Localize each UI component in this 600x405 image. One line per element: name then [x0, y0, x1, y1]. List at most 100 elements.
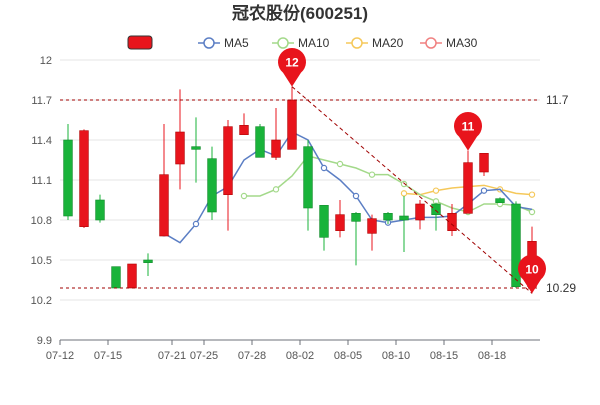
y-tick-label: 11.4	[31, 135, 52, 147]
ma20-point	[528, 191, 536, 198]
reference-lines: 11.7 10.29	[60, 86, 576, 295]
candle	[207, 146, 217, 220]
x-tick-label: 07-25	[190, 350, 218, 362]
ma10-line	[244, 155, 533, 213]
candle	[255, 124, 265, 158]
ma5-point	[352, 192, 360, 200]
ma10-point	[368, 171, 376, 178]
x-tick-label: 08-02	[286, 350, 314, 362]
candle	[111, 266, 121, 289]
candle	[399, 196, 409, 252]
legend-swatch-marker	[277, 37, 289, 49]
candle-body	[63, 139, 73, 217]
candle-body	[383, 213, 393, 221]
candle	[303, 140, 313, 231]
y-tick-label: 10.2	[31, 295, 52, 307]
pin-label: 11	[462, 120, 475, 134]
x-tick-label: 07-12	[46, 350, 74, 362]
chart-title: 冠农股份(600251)	[232, 3, 368, 23]
legend-label: MA5	[224, 36, 249, 50]
candle	[63, 124, 73, 220]
reference-label: 10.29	[546, 281, 576, 295]
pin-marker	[454, 111, 483, 151]
candle-body	[415, 203, 425, 221]
ma20-point	[432, 187, 440, 194]
x-axis: 07-12 07-15 07-21 07-25 07-28 08-02 08-05 08-10…	[46, 339, 540, 362]
legend-swatch-marker	[351, 37, 363, 49]
candle-body	[399, 215, 409, 221]
ma5-point	[192, 220, 200, 228]
candle-body	[191, 146, 201, 150]
y-tick-label: 10.8	[31, 215, 52, 227]
x-tick-label: 08-18	[478, 350, 506, 362]
candle-body	[431, 203, 441, 215]
pin-marker	[518, 254, 546, 294]
candle-body	[95, 199, 105, 221]
x-tick-label: 08-05	[334, 350, 362, 362]
candle-body	[143, 259, 153, 263]
candle	[383, 212, 393, 224]
candle	[431, 202, 441, 231]
candle	[175, 89, 185, 190]
ma5-line	[163, 131, 533, 244]
candle	[159, 124, 169, 237]
candle	[223, 120, 233, 231]
candle	[191, 117, 201, 183]
x-tick-label: 08-10	[382, 350, 410, 362]
x-tick-label: 07-28	[238, 350, 266, 362]
candle	[367, 214, 377, 251]
legend-label: MA10	[298, 36, 330, 50]
candle-body	[367, 218, 377, 234]
ma10-point	[272, 186, 280, 193]
x-tick-label: 07-15	[94, 350, 122, 362]
price-pin: 11	[454, 111, 483, 151]
candle	[463, 150, 473, 214]
candle	[351, 212, 361, 266]
candle-body	[351, 213, 361, 222]
candle-body	[287, 99, 297, 150]
ma10-point	[336, 160, 344, 168]
candle-body	[303, 146, 313, 209]
legend-swatch-marker	[425, 37, 437, 49]
ma5-point	[480, 187, 488, 194]
candle	[447, 204, 457, 236]
candle-body	[335, 214, 345, 231]
candle	[479, 153, 489, 176]
candle-body	[127, 263, 137, 289]
pin-label: 10	[525, 262, 539, 276]
candle-body	[207, 158, 217, 213]
candle-body	[479, 153, 489, 173]
candle-body	[447, 213, 457, 231]
ma10-point	[528, 208, 536, 216]
legend-swatch-candle	[127, 35, 153, 50]
candle-body	[159, 174, 169, 237]
legend: MA5 MA10 MA20 MA30	[127, 35, 478, 50]
candle	[95, 194, 105, 223]
ma10-point	[400, 180, 408, 188]
pin-marker	[278, 47, 306, 87]
candle	[127, 263, 137, 289]
candle	[335, 200, 345, 238]
y-axis: 9.9 10.2 10.5 10.8 11.1 11.4 11.7 12	[31, 55, 52, 347]
moving-average-lines	[160, 128, 536, 244]
x-tick-label: 07-21	[158, 350, 186, 362]
legend-label: MA20	[372, 36, 404, 50]
legend-swatch-marker	[203, 37, 215, 49]
y-tick-label: 10.5	[31, 255, 52, 267]
candle-body	[463, 162, 473, 214]
candle	[495, 197, 505, 203]
candle	[511, 201, 521, 288]
ma5-point	[320, 164, 328, 172]
pin-label: 12	[285, 56, 299, 70]
candle-body	[255, 126, 265, 158]
candle-body	[271, 139, 281, 158]
candle	[415, 200, 425, 230]
ma20-point	[400, 190, 408, 197]
candle	[319, 205, 329, 251]
price-pins: 12 11 10	[278, 47, 546, 294]
x-tick-label: 08-15	[430, 350, 458, 362]
price-pin: 10	[518, 254, 546, 294]
candle-body	[495, 198, 505, 203]
